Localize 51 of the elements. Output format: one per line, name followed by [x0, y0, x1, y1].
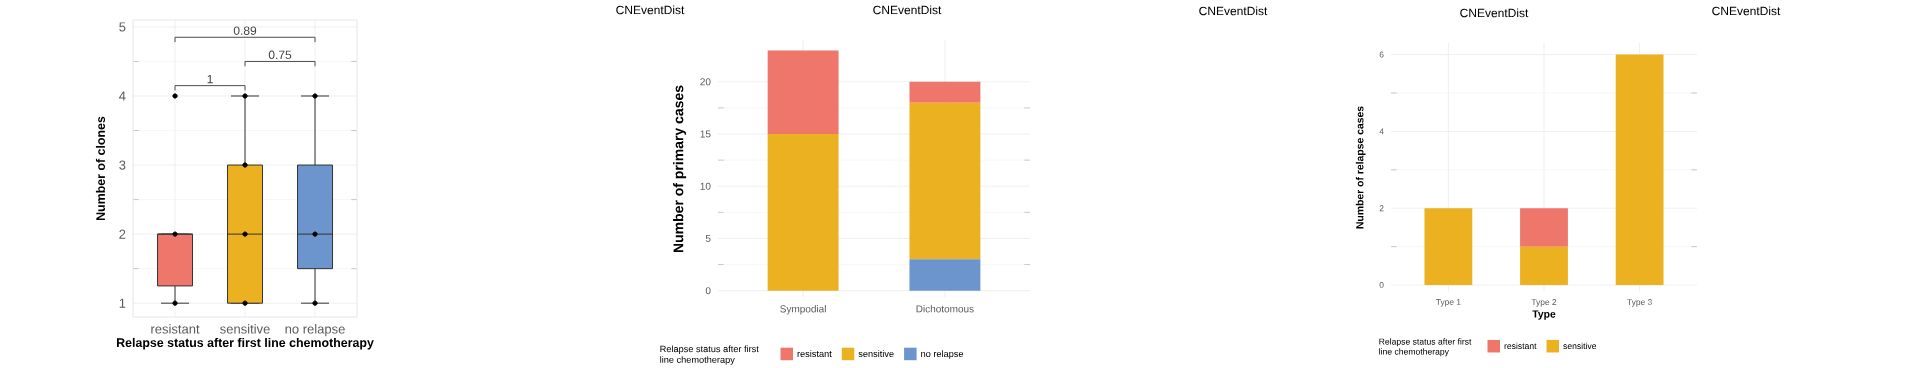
- text: CNEventDist: [1712, 6, 1781, 16]
- y-tick-label: 6: [1379, 51, 1384, 58]
- legend-title: Relapse status after first line chemotherapy: [1379, 338, 1472, 357]
- bar: [909, 81, 981, 103]
- y-axis-title: Number of relapse cases: [1355, 106, 1366, 229]
- x-tick-label: Dichotomous: [916, 305, 974, 313]
- y-tick-label: 0: [1379, 282, 1384, 289]
- legend-label: resistant: [797, 350, 832, 358]
- bar: [909, 102, 981, 260]
- x-tick-label: no relapse: [285, 324, 345, 337]
- x-tick-label: sensitive: [220, 324, 270, 334]
- y-tick-label: 20: [700, 78, 711, 86]
- bar: [767, 134, 839, 291]
- y-axis-title: Number of clones: [95, 116, 106, 221]
- annotation: 0.89: [233, 26, 257, 35]
- text: CNEventDist: [1460, 8, 1529, 18]
- annotation: 0.75: [268, 50, 292, 60]
- x-tick-label: resistant: [151, 324, 200, 334]
- text: CNEventDist: [1199, 6, 1268, 16]
- y-tick-label: 2: [1379, 205, 1384, 212]
- x-tick-label: Type 2: [1531, 299, 1557, 307]
- legend-label: sensitive: [858, 350, 894, 358]
- annotation: 1: [207, 75, 213, 84]
- bar: [1615, 54, 1664, 286]
- y-tick-label: 15: [700, 130, 711, 138]
- text: CNEventDist: [873, 5, 942, 15]
- x-tick-label: Type 3: [1627, 299, 1652, 307]
- text: CNEventDist: [616, 5, 685, 15]
- x-axis-title: Type: [1532, 310, 1556, 320]
- bar: [1520, 208, 1568, 247]
- y-tick-label: 2: [119, 229, 126, 239]
- legend-title: Relapse status after first line chemotherapy: [660, 345, 759, 365]
- bar: [1424, 208, 1473, 286]
- y-tick-label: 5: [119, 22, 126, 32]
- y-tick-label: 0: [705, 287, 711, 295]
- bar: [1520, 246, 1568, 286]
- legend-label: sensitive: [1563, 342, 1597, 350]
- y-tick-label: 5: [705, 235, 711, 242]
- y-tick-label: 10: [700, 182, 711, 190]
- y-tick-label: 4: [1379, 128, 1384, 135]
- bar: [909, 259, 981, 291]
- y-tick-label: 4: [119, 91, 126, 101]
- legend-label: no relapse: [921, 350, 964, 359]
- y-tick-label: 1: [119, 298, 126, 308]
- x-tick-label: Type 1: [1435, 299, 1461, 307]
- bar: [767, 50, 839, 135]
- y-tick-label: 3: [119, 160, 126, 170]
- x-tick-label: Sympodial: [780, 305, 826, 315]
- x-axis-title: Relapse status after first line chemotherapy: [116, 337, 374, 350]
- legend-label: resistant: [1504, 342, 1537, 350]
- y-axis-title: Number of primary cases: [673, 85, 687, 253]
